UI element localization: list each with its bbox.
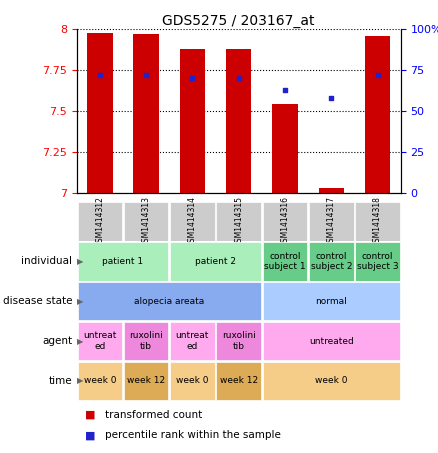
Text: GSM1414316: GSM1414316 (280, 196, 290, 247)
Text: ruxolini
tib: ruxolini tib (129, 332, 163, 351)
Bar (170, 322, 215, 360)
Bar (355, 242, 400, 280)
Bar (216, 362, 261, 400)
Point (328, 94, 335, 101)
Text: GSM1414315: GSM1414315 (234, 196, 243, 247)
Bar (263, 202, 307, 241)
Bar (263, 242, 307, 280)
Text: GSM1414318: GSM1414318 (373, 196, 382, 247)
Text: week 12: week 12 (127, 376, 165, 386)
Text: ■: ■ (85, 430, 96, 440)
Text: patient 2: patient 2 (195, 257, 236, 266)
Bar (309, 242, 353, 280)
Text: transformed count: transformed count (105, 410, 202, 420)
Bar (124, 202, 168, 241)
Text: normal: normal (315, 297, 347, 306)
Text: control
subject 3: control subject 3 (357, 252, 399, 271)
Bar (216, 202, 261, 241)
Text: untreat
ed: untreat ed (176, 332, 209, 351)
Bar (78, 282, 261, 320)
Bar (355, 202, 400, 241)
Bar (78, 242, 168, 280)
Text: week 0: week 0 (84, 376, 116, 386)
Bar (180, 49, 205, 193)
Text: week 12: week 12 (219, 376, 258, 386)
Text: untreated: untreated (309, 337, 354, 346)
Text: patient 1: patient 1 (102, 257, 144, 266)
Bar (309, 202, 353, 241)
Text: GSM1414312: GSM1414312 (95, 196, 104, 247)
Text: agent: agent (42, 336, 72, 346)
Point (96, 72, 103, 79)
Bar (87, 33, 113, 193)
Text: week 0: week 0 (315, 376, 348, 386)
Bar (318, 188, 344, 193)
Text: GSM1414317: GSM1414317 (327, 196, 336, 247)
Bar (263, 322, 400, 360)
Text: disease state: disease state (3, 296, 72, 306)
Bar (365, 36, 390, 193)
Text: alopecia areata: alopecia areata (134, 297, 205, 306)
Text: ■: ■ (85, 410, 96, 420)
Text: ▶: ▶ (77, 257, 83, 266)
Text: GSM1414314: GSM1414314 (188, 196, 197, 247)
Text: GSM1414313: GSM1414313 (141, 196, 151, 247)
Point (189, 75, 196, 82)
Bar (124, 362, 168, 400)
Text: percentile rank within the sample: percentile rank within the sample (105, 430, 281, 440)
Text: control
subject 2: control subject 2 (311, 252, 352, 271)
Bar (226, 49, 251, 193)
Point (235, 75, 242, 82)
Text: ▶: ▶ (77, 297, 83, 306)
Title: GDS5275 / 203167_at: GDS5275 / 203167_at (162, 14, 315, 29)
Point (374, 72, 381, 79)
Bar (124, 322, 168, 360)
Bar (170, 202, 215, 241)
Bar (263, 282, 400, 320)
Text: ▶: ▶ (77, 337, 83, 346)
Point (282, 86, 289, 93)
Bar (216, 322, 261, 360)
Text: untreat
ed: untreat ed (83, 332, 117, 351)
Text: ruxolini
tib: ruxolini tib (222, 332, 256, 351)
Bar (170, 242, 261, 280)
Text: ▶: ▶ (77, 376, 83, 386)
Bar (78, 322, 122, 360)
Text: time: time (49, 376, 72, 386)
Bar (78, 202, 122, 241)
Text: week 0: week 0 (176, 376, 208, 386)
Bar (133, 34, 159, 193)
Bar (272, 105, 298, 193)
Text: individual: individual (21, 256, 72, 266)
Text: control
subject 1: control subject 1 (264, 252, 306, 271)
Bar (78, 362, 122, 400)
Point (143, 72, 150, 79)
Bar (170, 362, 215, 400)
Bar (263, 362, 400, 400)
